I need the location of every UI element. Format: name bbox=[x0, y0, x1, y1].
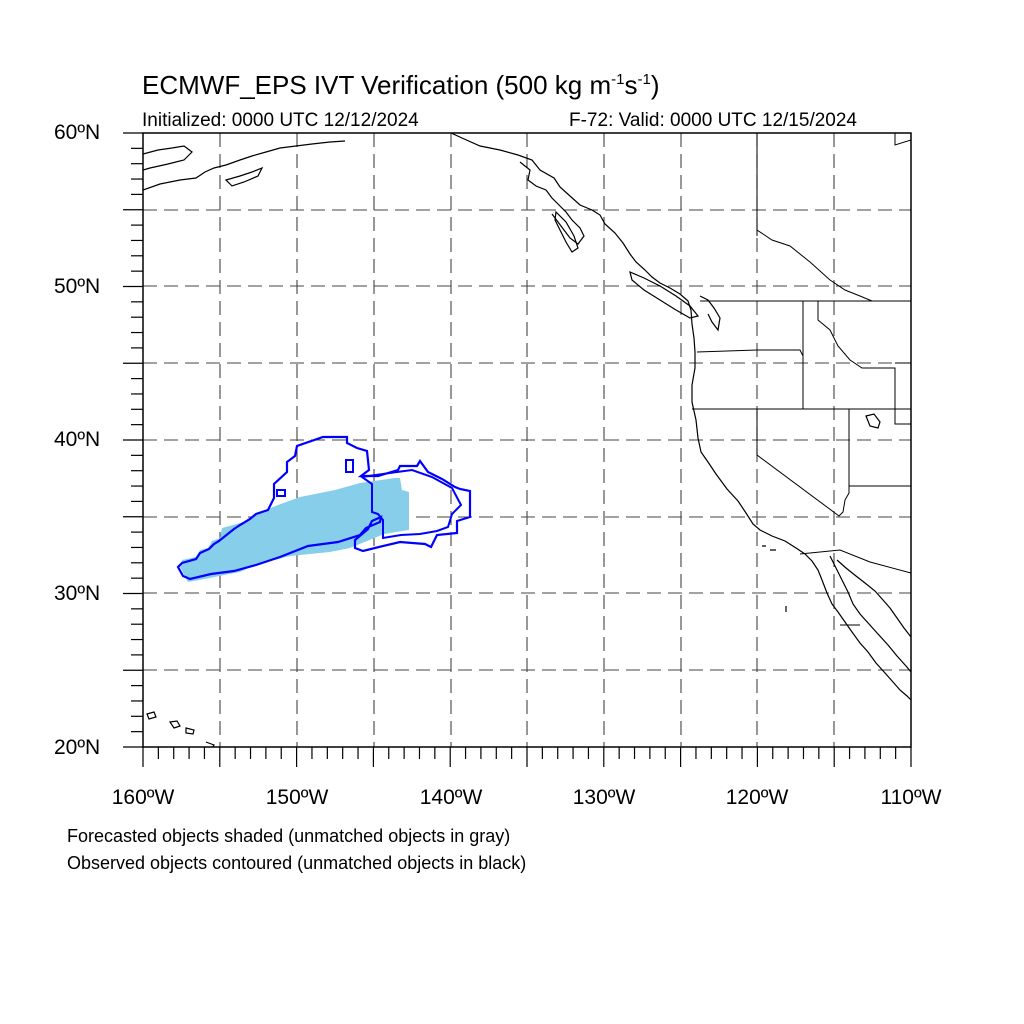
coastline-baja-california bbox=[829, 555, 911, 673]
coastline-alaska bbox=[143, 140, 346, 191]
observed-object-hole-left bbox=[276, 489, 286, 497]
coastline-north-america bbox=[450, 133, 911, 701]
coastline-gulf-california bbox=[836, 559, 911, 638]
legend-note-observed: Observed objects contoured (unmatched ob… bbox=[67, 853, 527, 873]
lon-label-160w: 160ºW bbox=[111, 786, 175, 809]
coastline-great-salt-lake bbox=[865, 413, 881, 429]
lon-label-110w: 110ºW bbox=[880, 786, 942, 809]
observed-object-hole-right bbox=[359, 468, 463, 540]
axis-ticks bbox=[123, 132, 912, 767]
forecast-object bbox=[180, 478, 409, 582]
coastline-haida-gwaii bbox=[554, 210, 579, 253]
lat-label-40: 40ºN bbox=[54, 428, 101, 451]
coastline-vancouver-island bbox=[629, 270, 700, 319]
lat-label-20: 20ºN bbox=[54, 736, 101, 759]
lon-label-150w: 150ºW bbox=[265, 786, 329, 809]
lat-label-50: 50ºN bbox=[54, 275, 101, 298]
observed-object-contour bbox=[176, 435, 472, 581]
coastline-bc-islands bbox=[519, 161, 585, 245]
observed-object-hole-top bbox=[345, 459, 354, 473]
lon-label-130w: 130ºW bbox=[572, 786, 636, 809]
political-borders bbox=[692, 133, 911, 626]
coastline-hawaii bbox=[146, 711, 215, 747]
gridlines bbox=[143, 133, 911, 747]
coastline-puget-sound bbox=[699, 295, 721, 332]
legend-note-forecast: Forecasted objects shaded (unmatched obj… bbox=[67, 826, 511, 846]
lon-label-140w: 140ºW bbox=[419, 786, 483, 809]
coastline-kodiak bbox=[224, 166, 264, 187]
coastline-channel-islands bbox=[762, 545, 787, 612]
initialized-label: Initialized: 0000 UTC 12/12/2024 bbox=[142, 110, 419, 131]
map-title: ECMWF_EPS IVT Verification (500 kg m-1s-… bbox=[142, 70, 660, 100]
valid-time-label: F-72: Valid: 0000 UTC 12/15/2024 bbox=[569, 110, 857, 131]
lat-label-60: 60ºN bbox=[54, 121, 101, 144]
lon-label-120w: 120ºW bbox=[725, 786, 789, 809]
lat-label-30: 30ºN bbox=[54, 582, 101, 605]
coastline-alaska-west bbox=[143, 145, 193, 171]
